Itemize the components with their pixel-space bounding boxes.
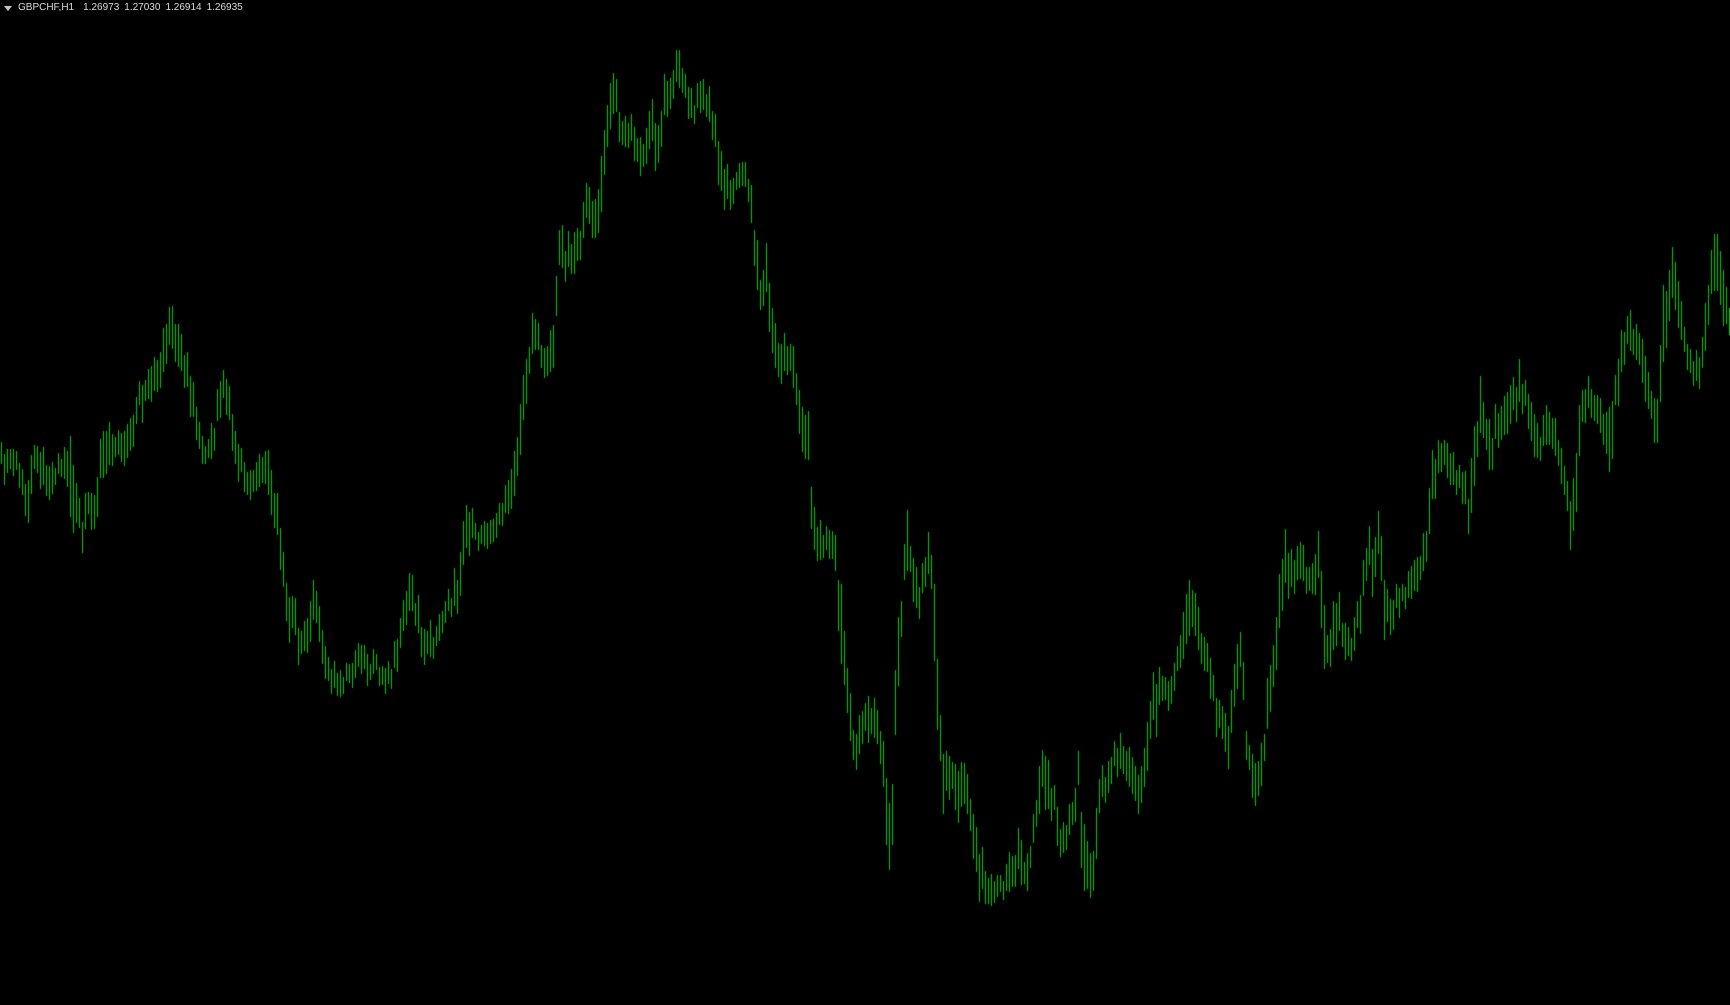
symbol-period-label: GBPCHF,H1 xyxy=(18,2,75,13)
quote-line: GBPCHF,H1 1.26973 1.27030 1.26914 1.2693… xyxy=(3,2,248,13)
open-value: 1.26973 xyxy=(83,2,120,13)
low-value: 1.26914 xyxy=(165,2,202,13)
high-value: 1.27030 xyxy=(124,2,161,13)
close-value: 1.26935 xyxy=(206,2,243,13)
down-triangle-icon xyxy=(4,5,12,11)
